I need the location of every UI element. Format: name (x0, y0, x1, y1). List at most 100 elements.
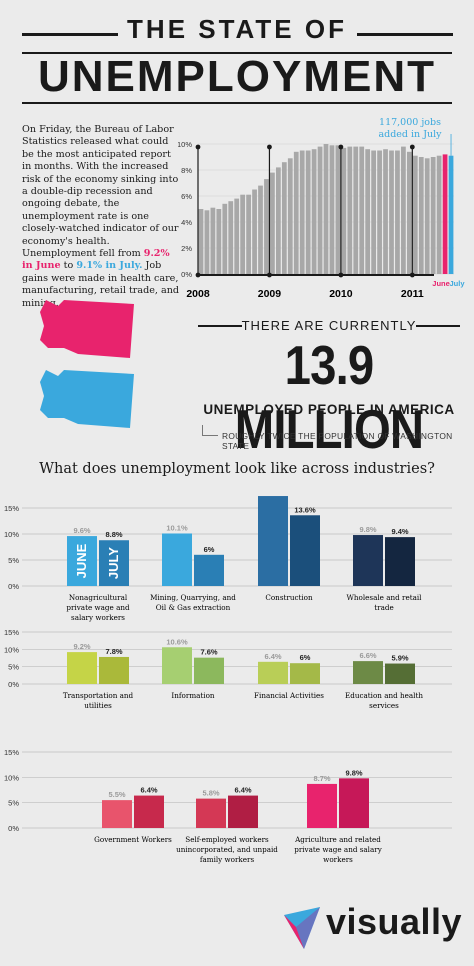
year-marker-base (267, 272, 272, 278)
category-label-line: Wholesale and retail (347, 593, 423, 602)
july-label: July (450, 279, 466, 288)
title-rule-bottom (22, 102, 452, 104)
category-label-line: salary workers (71, 613, 125, 622)
visually-logo-icon (284, 907, 320, 949)
year-marker-dot (195, 144, 201, 150)
rate-bar (389, 150, 394, 274)
population-comparison: ROUGHLY TWICE THE POPULATION OF WASHINGT… (222, 431, 453, 451)
industry-chart-2: 0% 5% 10% 15% 9.2% 7.8% Transportation and util… (4, 628, 452, 710)
year-marker-dot (409, 144, 415, 150)
july-value-label: 5.9% (391, 654, 408, 663)
rate-bar (436, 155, 442, 274)
july-value-label: 13.6% (294, 505, 316, 514)
category-label-line: unincorporated, and unpaid (176, 845, 278, 854)
june-value-label: 8.7% (313, 774, 330, 783)
july-bar (385, 537, 415, 586)
rate-bar (406, 151, 412, 274)
july-bar (385, 663, 415, 684)
category-label-line: private wage and (66, 603, 130, 612)
rate-bar (270, 172, 275, 274)
category-label-line: Transportation and (63, 691, 134, 700)
category-label-line: Government Workers (94, 835, 172, 844)
category-label: Government Workers (94, 835, 172, 844)
june-bar (258, 496, 288, 586)
rate-bar (210, 207, 216, 274)
category-label: Nonagricultural private wage and salary wo… (66, 593, 130, 622)
rate-bar (359, 146, 365, 274)
july-bar (290, 515, 320, 586)
july-bar-text: JULY (106, 547, 121, 579)
rate-bar (371, 150, 377, 274)
brand-name: visually (326, 901, 463, 942)
july-value-label: 7.8% (105, 647, 122, 656)
intro-june-value: 9.2% in June (22, 248, 170, 272)
y-tick-label: 0% (8, 824, 19, 833)
june-value-label: 10.1% (166, 523, 188, 532)
category-label: Mining, Quarrying, and Oil & Gas extracti… (150, 593, 236, 612)
rate-bar (347, 146, 353, 274)
year-label: 2009 (258, 288, 282, 300)
y-tick-label: 10% (4, 773, 19, 782)
july-bar (194, 657, 224, 684)
june-bar (162, 533, 192, 586)
july-value-label: 8.8% (105, 530, 122, 539)
year-label: 2011 (401, 288, 424, 300)
july-value-label: 7.6% (200, 648, 217, 657)
rate-bar (198, 209, 204, 274)
comparison-connector-vertical (202, 425, 203, 436)
category-label-line: Mining, Quarrying, and (150, 593, 236, 602)
industry-chart-3: 0% 5% 10% 15% 5.5% 6.4% Government Workers 5.8%… (4, 748, 452, 864)
category-label-line: Construction (265, 593, 313, 602)
title-rule-top (22, 52, 452, 54)
rate-bar (353, 146, 359, 274)
category-label-line: Education and health (345, 691, 423, 700)
rate-bar (335, 145, 341, 274)
category-label: Wholesale and retail trade (347, 593, 423, 612)
rate-bar (377, 150, 382, 274)
year-marker-base (409, 272, 415, 278)
rate-bar (401, 146, 406, 274)
june-label: June (432, 279, 450, 288)
july-bar (339, 778, 369, 828)
july-bar (134, 795, 164, 828)
y-tick-label: 5% (8, 799, 19, 808)
currently-rule-left (198, 325, 242, 327)
june-value-label: 9.2% (73, 642, 90, 651)
year-label: 2008 (186, 288, 210, 300)
industries-question: What does unemployment look like across … (39, 461, 435, 477)
rate-bar (216, 209, 222, 274)
july-bar (290, 663, 320, 684)
category-label: Construction (265, 593, 313, 602)
currently-rule-right (416, 325, 460, 327)
category-label: Agriculture and related private wage and … (294, 835, 383, 864)
y-tick-label: 15% (4, 628, 19, 637)
industry-chart-1: 0% 5% 10% 15% 9.6% 8.8% Nonagricultural private… (4, 496, 452, 622)
july-bar (99, 656, 129, 684)
rate-bar (281, 162, 287, 274)
category-label-line: services (369, 701, 399, 710)
intro-july-value: 9.1% in July. (76, 260, 143, 272)
rate-bar (305, 150, 311, 274)
category-label-line: workers (323, 855, 353, 864)
y-tick-label: 6% (181, 192, 192, 201)
rate-bar (365, 149, 371, 274)
year-marker-dot (338, 144, 344, 150)
page-title: UNEMPLOYMENT (38, 52, 436, 101)
category-label-line: Financial Activities (254, 691, 324, 700)
june-value-label: 10.6% (166, 637, 188, 646)
category-label-line: utilities (84, 701, 112, 710)
intro-connector: to (63, 260, 74, 272)
rate-bar (383, 149, 388, 274)
unemployed-label: UNEMPLOYED PEOPLE IN AMERICA (203, 402, 455, 417)
year-marker-base (195, 272, 201, 278)
july-value-label: 6.4% (140, 786, 157, 795)
june-bar (353, 535, 383, 586)
june-value-label: 9.8% (359, 525, 376, 534)
category-label: Transportation and utilities (63, 691, 134, 710)
june-value-label: 6.4% (264, 652, 281, 661)
july-bar (194, 554, 224, 586)
june-bar (102, 800, 132, 828)
y-tick-label: 0% (8, 680, 19, 689)
category-label-line: Information (171, 691, 215, 700)
year-marker-dot (267, 144, 272, 150)
